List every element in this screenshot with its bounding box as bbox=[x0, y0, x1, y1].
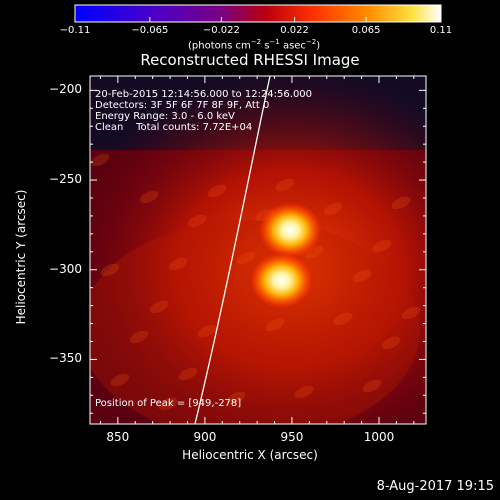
colorbar-tick-label: −0.11 bbox=[59, 25, 91, 36]
y-tick-label: −200 bbox=[49, 82, 82, 97]
peak-position: Position of Peak = [949,-278] bbox=[95, 398, 242, 409]
colorbar-tick-label: 0.065 bbox=[351, 25, 381, 36]
chart-title: Reconstructed RHESSI Image bbox=[140, 51, 360, 69]
info-clean: Clean Total counts: 7.72E+04 bbox=[95, 122, 253, 133]
colorbar-tick-label: 0.022 bbox=[280, 25, 309, 36]
x-tick-label: 850 bbox=[106, 430, 130, 444]
x-tick-label: 1000 bbox=[363, 430, 395, 444]
y-axis-label: Heliocentric Y (arcsec) bbox=[14, 189, 28, 325]
flare-source-2 bbox=[247, 250, 316, 311]
y-tick-label: −350 bbox=[49, 351, 82, 366]
colorbar bbox=[74, 4, 442, 23]
colorbar-tick-label: 0.11 bbox=[429, 25, 453, 36]
plot-frame bbox=[89, 75, 427, 425]
y-tick-label: −300 bbox=[49, 261, 82, 276]
y-tick-label: −250 bbox=[49, 172, 82, 187]
footer-date: 8-Aug-2017 19:15 bbox=[376, 479, 494, 494]
info-energy: Energy Range: 3.0 - 6.0 keV bbox=[95, 111, 235, 122]
flare-source-1 bbox=[256, 200, 325, 261]
colorbar-tick-label: −0.022 bbox=[202, 25, 240, 36]
colorbar-ticks bbox=[74, 17, 442, 22]
colorbar-units: (photons cm−2 s−1 asec−2) bbox=[188, 38, 321, 52]
colorbar-tick-label: −0.065 bbox=[131, 25, 169, 36]
heatmap-image bbox=[90, 76, 426, 424]
x-tick-label: 950 bbox=[280, 430, 304, 444]
x-axis-label: Heliocentric X (arcsec) bbox=[182, 448, 318, 462]
axis-ticks bbox=[90, 76, 426, 424]
x-tick-label: 900 bbox=[193, 430, 217, 444]
info-detectors: Detectors: 3F 5F 6F 7F 8F 9F, Att 0 bbox=[95, 100, 270, 111]
info-time: 20-Feb-2015 12:14:56.000 to 12:24:56.000 bbox=[95, 89, 313, 100]
solar-limb-line bbox=[194, 76, 271, 424]
